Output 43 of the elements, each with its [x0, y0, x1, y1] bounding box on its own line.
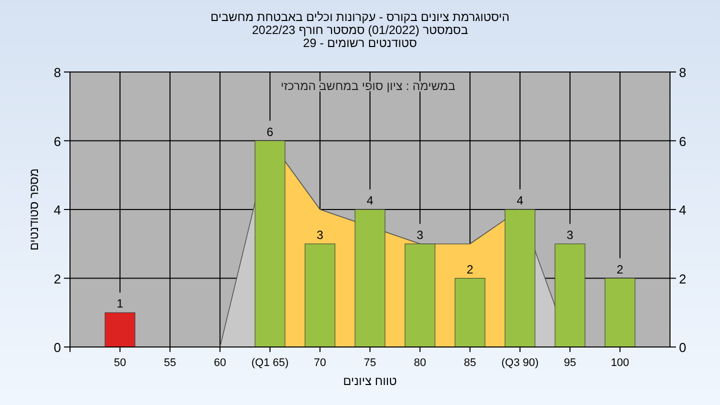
data-label: 3: [416, 228, 424, 242]
x-axis-title: טווח ציונים: [343, 374, 398, 388]
y-tick-label: 4: [54, 202, 61, 218]
y-tick-label: 6: [54, 134, 61, 149]
y-tick-label: 8: [54, 65, 61, 80]
x-tick-label: 60: [214, 357, 226, 369]
bar: [454, 278, 486, 348]
chart-title: היסטוגרמת ציונים בקורס - עקרונות וכלים באבטחת מחשבים: [210, 10, 510, 24]
data-label: 2: [616, 262, 624, 276]
bar: [504, 209, 536, 348]
x-tick-label: 100: [610, 357, 630, 369]
x-tick-label: 50: [114, 357, 126, 369]
bar: [354, 209, 386, 348]
y-tick-label: 0: [54, 340, 61, 355]
x-tick-label: 70: [314, 357, 326, 369]
x-tick-label: 55: [164, 357, 176, 369]
y2-tick-label: 8: [679, 65, 686, 80]
chart-subtitle: בסמסטר (01/2022) סמסטר חורף 2022/23 סטודנטים רשומים - 29: [252, 23, 468, 50]
x-tick-label: 75: [364, 357, 376, 369]
y2-tick-label: 4: [679, 202, 686, 218]
y-axis-title: מספר סטודנטים: [27, 168, 41, 251]
x-tick-label: (Q3 90): [501, 357, 539, 369]
data-label: 3: [316, 228, 324, 242]
y2-tick-label: 2: [679, 271, 686, 286]
y-tick-label: 2: [54, 271, 61, 286]
x-tick-label: 95: [564, 357, 576, 369]
data-label: 4: [366, 194, 374, 208]
bar: [604, 278, 636, 348]
bar: [554, 244, 586, 348]
data-label: 2: [466, 262, 474, 276]
x-tick-label: 85: [464, 357, 476, 369]
y2-tick-label: 0: [679, 340, 686, 355]
y2-tick-label: 6: [679, 134, 686, 149]
bar: [404, 244, 436, 348]
data-label: 1: [116, 296, 124, 311]
data-label: 4: [516, 194, 524, 208]
x-tick-label: 80: [414, 357, 426, 369]
bar: [104, 312, 136, 348]
bar: [254, 140, 286, 348]
data-label: 3: [566, 228, 574, 242]
data-label: 6: [266, 124, 274, 139]
x-tick-label: (Q1 65): [251, 357, 289, 369]
bar: [304, 244, 336, 348]
